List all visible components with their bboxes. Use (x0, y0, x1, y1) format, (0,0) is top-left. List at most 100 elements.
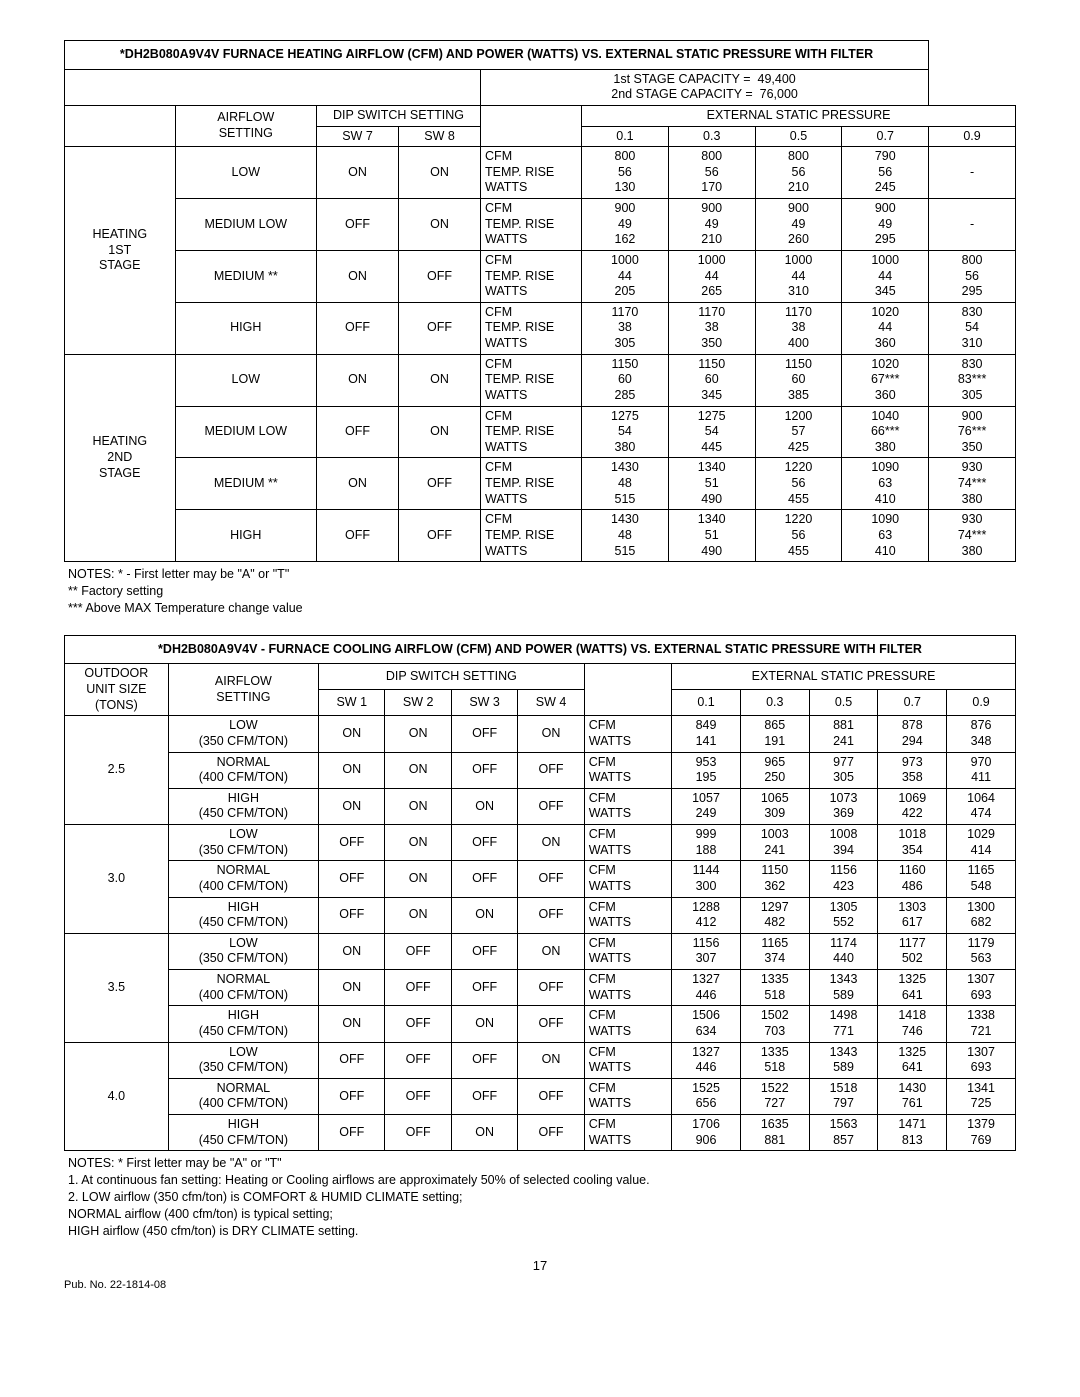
sw7: ON (317, 354, 399, 406)
data-cell: 1343589 (809, 1042, 878, 1078)
sw8: ON (399, 199, 481, 251)
data-cell: 1325641 (878, 970, 947, 1006)
data-cell: 1150362 (740, 861, 809, 897)
data-cell: 127554445 (668, 406, 755, 458)
outdoor-size: 2.5 (65, 716, 169, 825)
cooling-table: *DH2B080A9V4V - FURNACE COOLING AIRFLOW … (64, 635, 1016, 1152)
sw4: ON (518, 1042, 584, 1078)
sw2: OFF (385, 1078, 451, 1114)
metric-labels: CFMTEMP. RISEWATTS (481, 510, 582, 562)
data-cell: 93074***380 (929, 510, 1016, 562)
sw3: ON (451, 1115, 517, 1151)
airflow-setting: MEDIUM ** (175, 458, 316, 510)
airflow-setting: LOW(350 CFM/TON) (168, 1042, 318, 1078)
sw3: ON (451, 1006, 517, 1042)
cooling-notes: NOTES: * First letter may be "A" or "T"1… (68, 1155, 1016, 1239)
data-cell: 143048515 (582, 458, 669, 510)
sw3: OFF (451, 970, 517, 1006)
heating-table: *DH2B080A9V4V FURNACE HEATING AIRFLOW (C… (64, 40, 1016, 562)
metric-labels: CFMTEMP. RISEWATTS (481, 354, 582, 406)
data-cell: 999188 (672, 825, 741, 861)
data-cell: 143048515 (582, 510, 669, 562)
sw3: OFF (451, 861, 517, 897)
data-cell: 965250 (740, 752, 809, 788)
sw7: OFF (317, 199, 399, 251)
sw7: ON (317, 458, 399, 510)
metric-labels: CFMTEMP. RISEWATTS (481, 458, 582, 510)
metric-labels: CFMTEMP. RISEWATTS (481, 199, 582, 251)
data-cell: 1563857 (809, 1115, 878, 1151)
sw3: ON (451, 788, 517, 824)
data-cell: 1165374 (740, 933, 809, 969)
data-cell: 1335518 (740, 1042, 809, 1078)
data-cell: 1073369 (809, 788, 878, 824)
page-number: 17 (64, 1258, 1016, 1273)
sw7: ON (317, 147, 399, 199)
data-cell: 134051490 (668, 458, 755, 510)
airflow-setting: LOW (175, 354, 316, 406)
data-cell: 1297482 (740, 897, 809, 933)
data-cell: 1156307 (672, 933, 741, 969)
sw1: OFF (319, 825, 385, 861)
sw2: ON (385, 716, 451, 752)
data-cell: 80056210 (755, 147, 842, 199)
data-cell: 100044265 (668, 250, 755, 302)
airflow-setting: HIGH (175, 302, 316, 354)
data-cell: 79056245 (842, 147, 929, 199)
data-cell: 881241 (809, 716, 878, 752)
airflow-setting: LOW(350 CFM/TON) (168, 825, 318, 861)
data-cell: 970411 (947, 752, 1016, 788)
sw2: OFF (385, 1042, 451, 1078)
data-cell: 102067***360 (842, 354, 929, 406)
sw1: ON (319, 716, 385, 752)
metric-labels: CFMWATTS (584, 861, 671, 897)
sw4: OFF (518, 788, 584, 824)
data-cell: 1069422 (878, 788, 947, 824)
metric-labels: CFMWATTS (584, 825, 671, 861)
data-cell: 1156423 (809, 861, 878, 897)
data-cell: 90049260 (755, 199, 842, 251)
data-cell: 1303617 (878, 897, 947, 933)
data-cell: 115060285 (582, 354, 669, 406)
data-cell: 90049210 (668, 199, 755, 251)
data-cell: 1502703 (740, 1006, 809, 1042)
data-cell: 1057249 (672, 788, 741, 824)
data-cell: 109063410 (842, 510, 929, 562)
stage-label: HEATING2NDSTAGE (65, 354, 176, 562)
sw2: ON (385, 788, 451, 824)
metric-labels: CFMWATTS (584, 1115, 671, 1151)
data-cell: 102044360 (842, 302, 929, 354)
outdoor-size: 3.0 (65, 825, 169, 934)
metric-labels: CFMTEMP. RISEWATTS (481, 302, 582, 354)
outdoor-size: 3.5 (65, 933, 169, 1042)
stage-label: HEATING1STSTAGE (65, 147, 176, 355)
data-cell: 1338721 (947, 1006, 1016, 1042)
metric-labels: CFMTEMP. RISEWATTS (481, 147, 582, 199)
sw7: OFF (317, 406, 399, 458)
data-cell: 1300682 (947, 897, 1016, 933)
data-cell: 1065309 (740, 788, 809, 824)
airflow-setting: HIGH(450 CFM/TON) (168, 897, 318, 933)
sw2: ON (385, 825, 451, 861)
dip-switch-header: DIP SWITCH SETTING (319, 664, 585, 690)
data-cell: 1177502 (878, 933, 947, 969)
esp-header: EXTERNAL STATIC PRESSURE (672, 664, 1016, 690)
data-cell: 1307693 (947, 1042, 1016, 1078)
airflow-setting: NORMAL(400 CFM/TON) (168, 970, 318, 1006)
sw4: ON (518, 933, 584, 969)
data-cell: 1327446 (672, 1042, 741, 1078)
metric-labels: CFMWATTS (584, 1006, 671, 1042)
data-cell: 117038350 (668, 302, 755, 354)
airflow-setting-header: AIRFLOWSETTING (175, 105, 316, 146)
data-cell: 90049162 (582, 199, 669, 251)
data-cell: 120057425 (755, 406, 842, 458)
data-cell: 122056455 (755, 458, 842, 510)
data-cell: 865191 (740, 716, 809, 752)
metric-labels: CFMWATTS (584, 716, 671, 752)
data-cell: 100044310 (755, 250, 842, 302)
data-cell: 1418746 (878, 1006, 947, 1042)
airflow-setting: NORMAL(400 CFM/TON) (168, 752, 318, 788)
data-cell: 115060345 (668, 354, 755, 406)
data-cell: 134051490 (668, 510, 755, 562)
data-cell: 80056130 (582, 147, 669, 199)
